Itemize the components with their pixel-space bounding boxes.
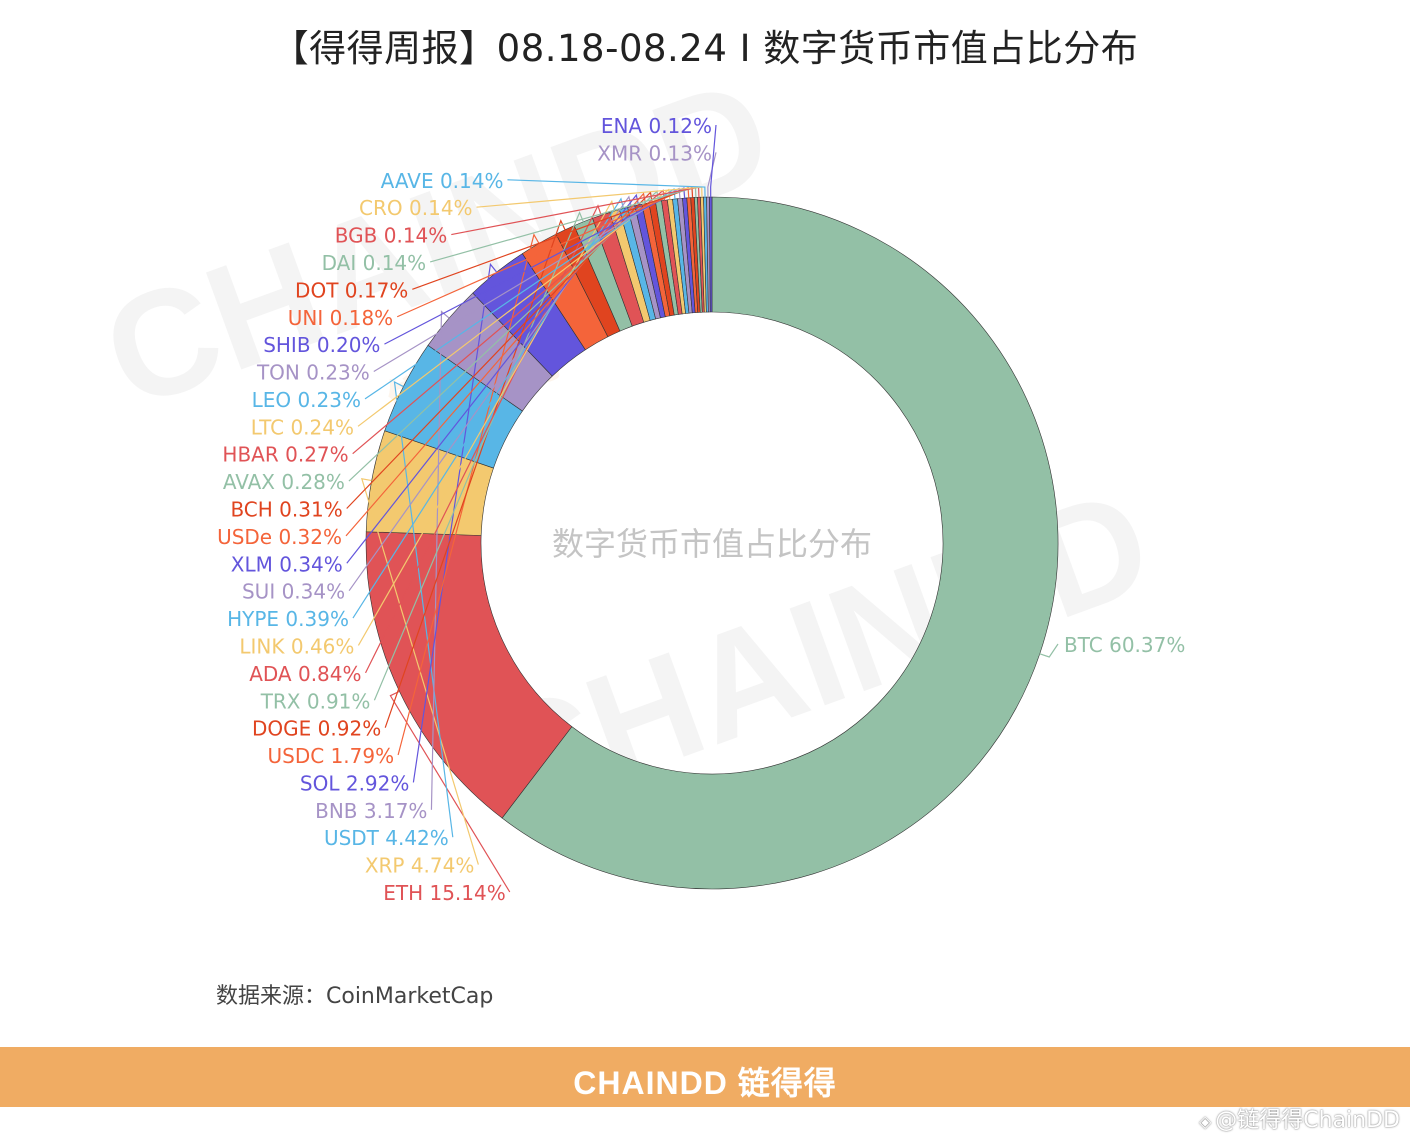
data-label-avax: AVAX 0.28% <box>223 470 345 494</box>
data-label-xmr: XMR 0.13% <box>597 141 712 165</box>
slice-ena <box>709 196 713 313</box>
leader-line-doge <box>384 219 566 728</box>
leader-line-bnb <box>430 310 450 810</box>
leader-line-sol <box>412 262 498 783</box>
data-label-usde: USDe 0.32% <box>217 525 342 549</box>
chart-title: 【得得周报】08.18-08.24 I 数字货币市值占比分布 <box>271 27 1139 70</box>
data-source: 数据来源：CoinMarketCap <box>216 984 494 1009</box>
leader-line-shib <box>384 187 686 345</box>
data-label-shib: SHIB 0.20% <box>263 333 380 357</box>
data-label-dai: DAI 0.14% <box>322 251 427 275</box>
data-label-dot: DOT 0.17% <box>295 278 408 302</box>
data-label-usdc: USDC 1.79% <box>268 744 395 768</box>
data-label-btc: BTC 60.37% <box>1064 633 1185 657</box>
leader-line-ena <box>710 124 717 198</box>
data-label-hype: HYPE 0.39% <box>227 607 349 631</box>
leader-line-ada <box>364 204 602 674</box>
data-label-hbar: HBAR 0.27% <box>222 443 348 467</box>
data-label-sui: SUI 0.34% <box>242 580 345 604</box>
credit-text: @链得得ChainDD <box>1215 1108 1400 1133</box>
data-label-doge: DOGE 0.92% <box>252 717 381 741</box>
center-label: 数字货币市值占比分布 <box>552 525 872 563</box>
data-label-cro: CRO 0.14% <box>359 196 473 220</box>
data-label-ton: TON 0.23% <box>256 361 370 385</box>
leader-line-btc <box>1039 643 1059 658</box>
footer-brand: CHAINDD 链得得 <box>573 1065 837 1101</box>
data-label-usdt: USDT 4.42% <box>324 826 449 850</box>
data-label-eth: ETH 15.14% <box>383 881 506 905</box>
credit-watermark: ◈ @链得得ChainDD <box>1199 1102 1400 1134</box>
data-label-sol: SOL 2.92% <box>300 771 409 795</box>
leader-line-link <box>357 199 616 646</box>
data-label-xrp: XRP 4.74% <box>365 854 475 878</box>
data-label-aave: AAVE 0.14% <box>381 169 504 193</box>
data-label-bgb: BGB 0.14% <box>335 224 447 248</box>
data-label-trx: TRX 0.91% <box>260 689 371 713</box>
data-label-ltc: LTC 0.24% <box>251 415 354 439</box>
slice-btc <box>501 196 1059 890</box>
leader-line-usde <box>345 192 647 537</box>
data-label-leo: LEO 0.23% <box>252 388 361 412</box>
data-label-uni: UNI 0.18% <box>288 306 393 330</box>
data-label-bch: BCH 0.31% <box>230 498 342 522</box>
footer-band <box>0 1047 1410 1107</box>
leader-line-aave <box>507 179 706 198</box>
data-label-bnb: BNB 3.17% <box>315 799 427 823</box>
data-label-xlm: XLM 0.34% <box>231 552 343 576</box>
leader-line-bch <box>346 191 653 509</box>
leader-line-eth <box>389 690 511 893</box>
platform-logo-icon: ◈ <box>1198 1112 1212 1131</box>
donut-chart: CHAINDD CHAINDD 链得得 链得得 BTC 60.37%ETH 15… <box>83 46 1185 905</box>
leader-line-usdc <box>397 233 540 756</box>
data-label-ena: ENA 0.12% <box>601 114 712 138</box>
leader-line-ton <box>373 187 681 373</box>
leader-line-xmr <box>707 152 717 198</box>
data-label-link: LINK 0.46% <box>239 634 354 658</box>
data-label-ada: ADA 0.84% <box>249 662 361 686</box>
leader-line-xlm <box>346 193 640 564</box>
